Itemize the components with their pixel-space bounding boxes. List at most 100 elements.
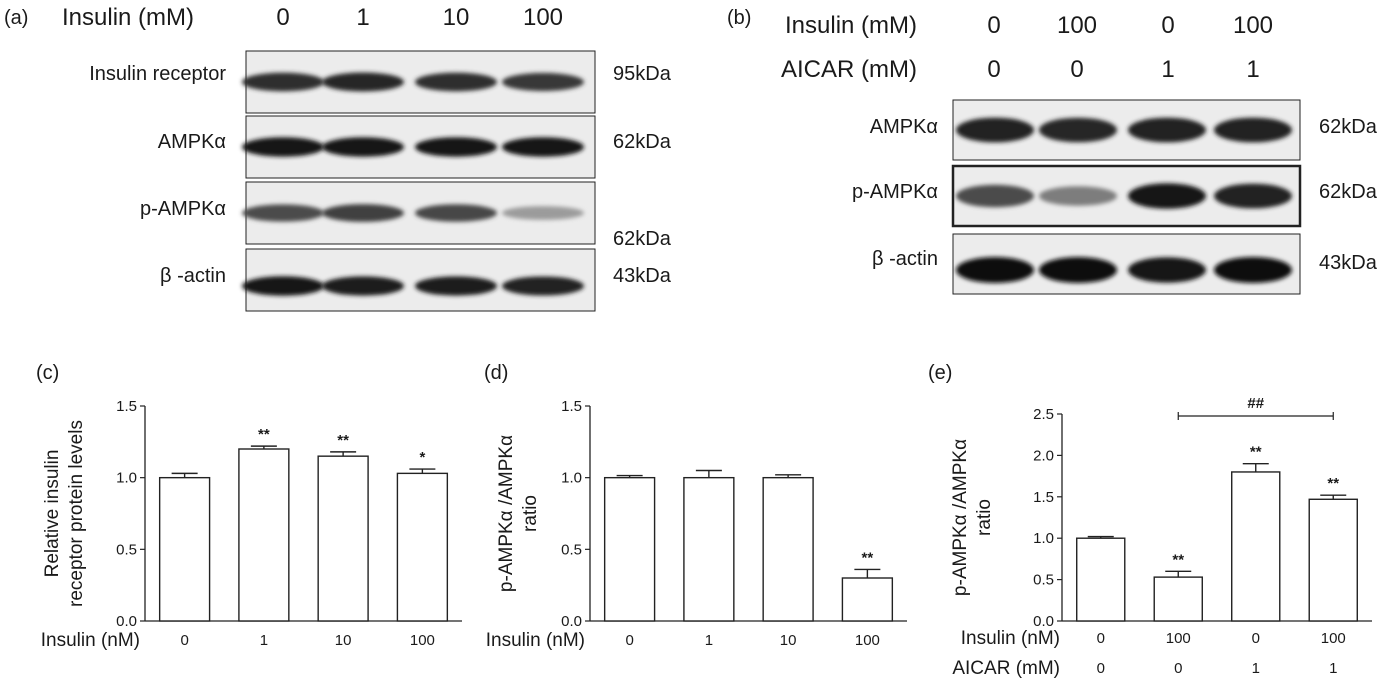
panel-a-letter: (a): [4, 7, 28, 29]
panel-b-row-value: 0: [987, 12, 1000, 39]
x-tick-label: 0: [625, 632, 633, 649]
panel-b-row-value: 0: [1161, 12, 1174, 39]
y-tick-label: 0.0: [561, 613, 582, 630]
blot-band: [956, 117, 1034, 143]
y-axis-label: Relative insulin: [42, 450, 63, 578]
panel-b-blot-label: p-AMPKα: [852, 181, 938, 203]
panel-a-lane-label: 1: [356, 4, 369, 31]
blot-strip: [242, 115, 596, 179]
blot-band: [1128, 257, 1206, 283]
x-tick-label: 0: [1097, 630, 1105, 647]
y-tick-label: 1.5: [116, 398, 137, 415]
panel-a: (a) Insulin (mM) 0 1 10 100 Insulin rece…: [4, 4, 672, 312]
panel-a-blot-label: p-AMPKα: [140, 198, 226, 220]
y-axis-label: receptor protein levels: [66, 420, 87, 607]
blot-strip: [242, 181, 596, 245]
y-tick-label: 0.0: [116, 613, 137, 630]
blot-band: [322, 72, 404, 92]
x-tick-label: 100: [1166, 630, 1191, 647]
significance-label: **: [1172, 551, 1184, 568]
blot-band: [1128, 183, 1206, 209]
panel-b-row-value: 0: [1070, 56, 1083, 83]
bar: [158, 476, 211, 622]
blot-band: [956, 184, 1034, 208]
bar: [1231, 471, 1281, 622]
blot-band: [415, 137, 497, 157]
bar: [603, 476, 656, 622]
panel-b-row-label: Insulin (mM): [785, 12, 917, 39]
x-tick-label: 0: [180, 632, 188, 649]
panel-b-blot-label: AMPKα: [870, 116, 938, 138]
y-axis-label: p-AMPKα /AMPKα: [950, 439, 971, 596]
x-axis-label: Insulin (nM): [486, 630, 585, 651]
bar: [396, 472, 449, 622]
blot-strip: [951, 164, 1302, 228]
bar: [1308, 498, 1358, 622]
panel-b-blot-label: β -actin: [872, 248, 938, 270]
y-tick-label: 0.5: [561, 541, 582, 558]
panel-a-blots: [242, 50, 596, 312]
y-axis-label: p-AMPKα /AMPKα: [496, 435, 517, 592]
blot-band: [415, 72, 497, 92]
bar: [317, 455, 369, 622]
blot-band: [415, 276, 497, 296]
blot-band: [322, 276, 404, 296]
x-tick-label: 0: [1174, 660, 1182, 677]
significance-label: **: [862, 549, 874, 566]
significance-label: *: [419, 449, 425, 466]
panel-b-size-label: 43kDa: [1319, 252, 1378, 274]
bar: [841, 577, 894, 622]
blot-band: [242, 204, 324, 222]
blot-band: [322, 204, 404, 222]
x-tick-label: 100: [1321, 630, 1346, 647]
y-tick-label: 1.5: [561, 398, 582, 415]
blot-band: [502, 206, 584, 220]
panel-b-letter: (b): [727, 7, 751, 29]
panel-a-blot-label: AMPKα: [158, 131, 226, 153]
y-tick-label: 1.5: [1033, 489, 1054, 506]
y-axis-label: ratio: [520, 495, 541, 532]
panel-b-row-label: AICAR (mM): [781, 56, 917, 83]
panel-b-size-label: 62kDa: [1319, 116, 1378, 138]
chart-c: 0.0 0.5 1.0 1.5 Relative insulin receptor pro…: [41, 398, 462, 651]
x-tick-label: 1: [1252, 660, 1260, 677]
x-tick-label: 100: [410, 632, 435, 649]
y-tick-label: 1.0: [1033, 530, 1054, 547]
x-tick-label: 1: [260, 632, 268, 649]
blot-band: [1214, 183, 1292, 209]
blot-band: [1039, 257, 1117, 283]
panel-b-row-value: 1: [1161, 56, 1174, 83]
bar: [1076, 537, 1126, 622]
blot-band: [242, 72, 324, 92]
panel-c-letter: (c): [36, 362, 59, 384]
blot-band: [322, 137, 404, 157]
panel-b-row-value: 100: [1057, 12, 1097, 39]
blot-strip: [242, 50, 596, 114]
blot-strip: [242, 248, 596, 312]
x-tick-label: 1: [705, 632, 713, 649]
y-tick-label: 1.0: [561, 470, 582, 487]
blot-band: [415, 204, 497, 222]
y-tick-label: 0.5: [116, 541, 137, 558]
significance-label: **: [1327, 475, 1339, 492]
y-tick-label: 2.0: [1033, 447, 1054, 464]
blot-band: [1039, 117, 1117, 143]
x-tick-label: 0: [1097, 660, 1105, 677]
blot-band: [242, 137, 324, 157]
x-tick-label: 10: [780, 632, 797, 649]
x-axis-label: Insulin (nM): [961, 628, 1060, 649]
blot-band: [956, 257, 1034, 283]
blot-strip: [952, 233, 1301, 295]
significance-label: **: [258, 426, 270, 443]
panel-b-blots: [951, 99, 1302, 295]
panel-b-size-label: 62kDa: [1319, 181, 1378, 203]
panel-e-letter: (e): [928, 362, 952, 384]
x-axis-label: Insulin (nM): [41, 630, 140, 651]
panel-a-condition-label: Insulin (mM): [62, 4, 194, 31]
panel-b-row-value: 1: [1246, 56, 1259, 83]
chart-d: 0.0 0.5 1.0 1.5 p-AMPKα /AMPKα ratio ** Insulin…: [486, 398, 907, 651]
blot-band: [242, 276, 324, 296]
blot-band: [1214, 117, 1292, 143]
chart-e: 0.0 0.5 1.0 1.5 2.0 2.5 p-AMPKα /AMPKα ratio ** *…: [950, 395, 1372, 679]
